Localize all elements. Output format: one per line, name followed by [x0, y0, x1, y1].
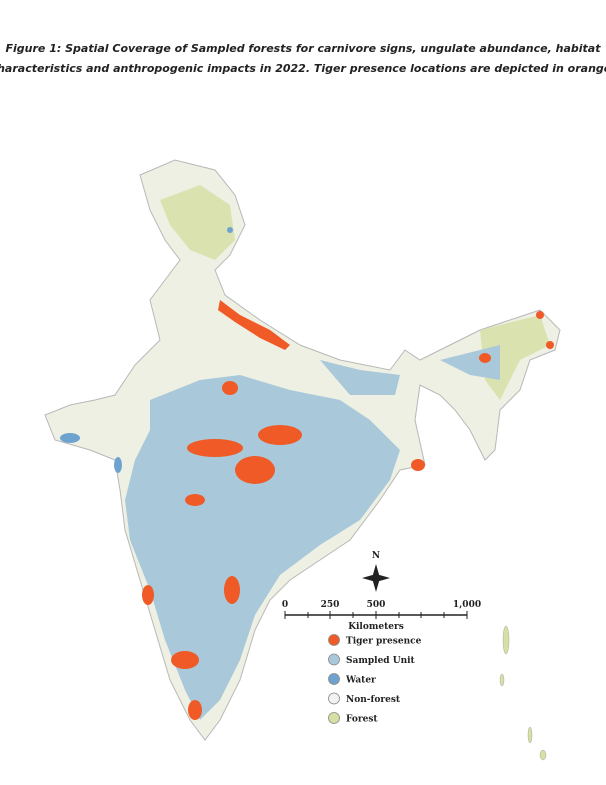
legend-label: Sampled Unit — [346, 656, 416, 666]
legend-swatch — [328, 653, 340, 666]
legend-label: Non-forest — [346, 695, 401, 705]
islands — [499, 625, 547, 761]
legend-swatch — [328, 712, 340, 724]
scale-label: 500 — [367, 600, 386, 610]
scale-unit: Kilometers — [348, 622, 404, 632]
compass-label: N — [372, 551, 380, 561]
scale-label: 1,000 — [453, 600, 481, 610]
forest-area — [160, 185, 550, 400]
north-arrow — [362, 564, 390, 592]
water-bodies — [60, 227, 233, 473]
map — [44, 159, 561, 761]
scale-ticks — [284, 611, 468, 619]
legend-swatch — [328, 673, 340, 685]
legend: Tiger presence Sampled Unit Water Non-fores… — [328, 634, 422, 725]
legend-label: Forest — [346, 715, 378, 725]
sampled-area — [125, 375, 400, 720]
scale-label: 0 — [282, 600, 288, 610]
scale-label: 250 — [321, 600, 340, 610]
legend-label: Tiger presence — [346, 637, 422, 647]
legend-label: Water — [345, 676, 376, 686]
caption-line: characteristics and anthropogenic impact… — [0, 62, 606, 75]
compass: N — [362, 551, 390, 592]
scale-bar: 0 250 500 1,000 Kilometers — [282, 600, 481, 632]
legend-swatch — [328, 634, 340, 646]
legend-swatch — [328, 692, 340, 705]
sampled-area — [320, 345, 500, 395]
caption-line: Figure 1: Spatial Coverage of Sampled fo… — [6, 42, 602, 55]
tiger-presence — [142, 300, 554, 720]
